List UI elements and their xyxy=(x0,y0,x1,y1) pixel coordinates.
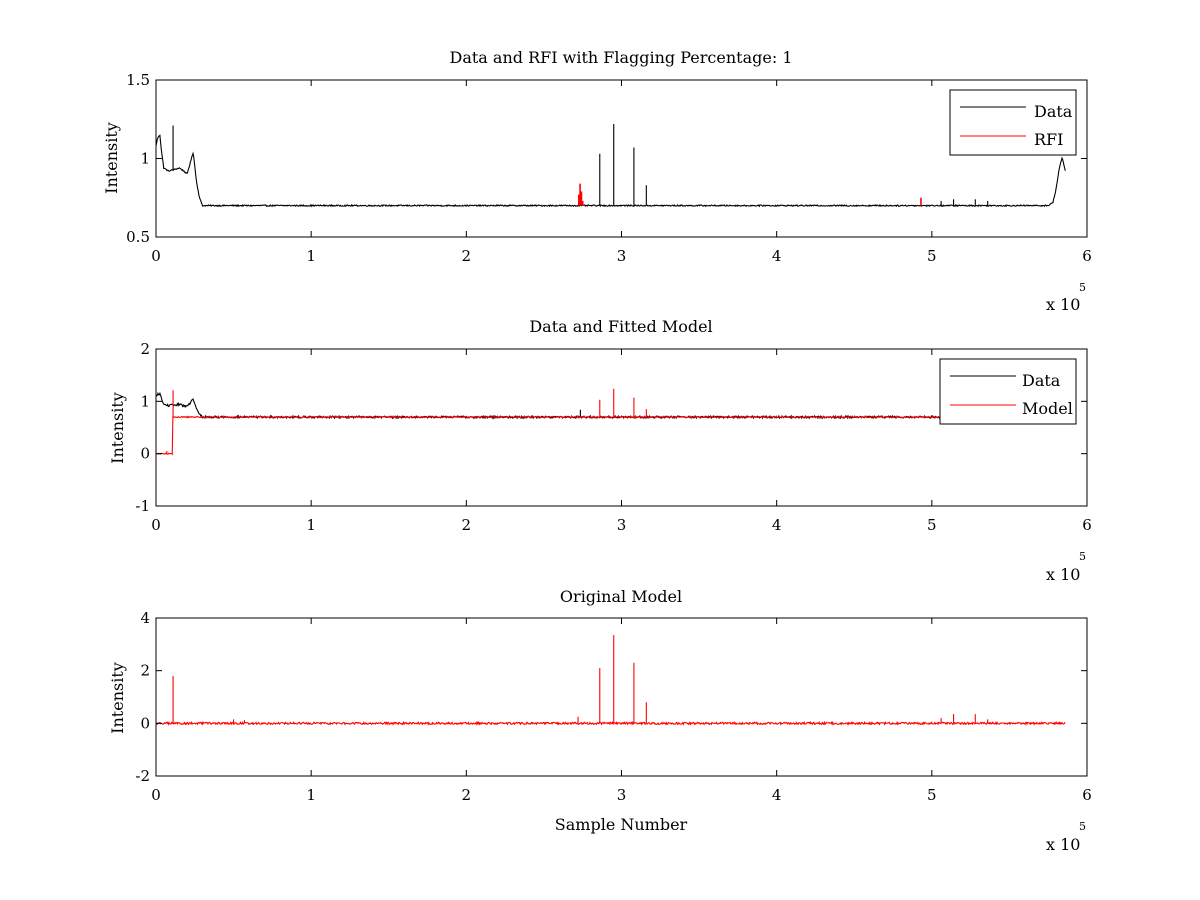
legend-rfi-label: RFI xyxy=(1034,130,1063,149)
series-group xyxy=(156,123,1066,208)
x-tick-label: 1 xyxy=(306,786,316,804)
panel-1-plot-area xyxy=(156,123,1066,208)
panel-1-x-multiplier: x 10 xyxy=(1046,295,1080,314)
panel-1-legend: Data RFI xyxy=(949,89,1077,156)
panel-3-x-exponent: 5 xyxy=(1079,820,1086,833)
x-tick-label: 0 xyxy=(151,516,161,534)
legend-model-label: Model xyxy=(1022,399,1073,418)
x-tick-label: 1 xyxy=(306,516,316,534)
panel-2-x-multiplier: x 10 xyxy=(1046,565,1080,584)
y-tick-label: 0.5 xyxy=(126,228,150,246)
series-series-line xyxy=(156,720,1066,726)
y-tick-label: 2 xyxy=(140,340,150,358)
x-tick-label: 2 xyxy=(462,516,472,534)
panel-2-legend: Data Model xyxy=(939,358,1077,425)
panel-1-ticks: 0 1 2 3 4 5 6 0.5 1 1.5 xyxy=(126,71,1092,265)
x-tick-label: 4 xyxy=(772,516,782,534)
legend-data-label: Data xyxy=(1034,102,1073,121)
y-tick-label: 1 xyxy=(140,392,150,410)
panel-2-plot-area xyxy=(156,388,1066,456)
panel-1-x-exponent: 5 xyxy=(1079,281,1086,294)
legend-box xyxy=(949,89,1077,156)
x-tick-label: 6 xyxy=(1082,786,1092,804)
y-tick-label: 0 xyxy=(140,445,150,463)
x-tick-label: 1 xyxy=(306,247,316,265)
panel-3-x-multiplier: x 10 xyxy=(1046,835,1080,854)
panel-1-title: Data and RFI with Flagging Percentage: 1 xyxy=(449,48,792,67)
x-tick-label: 0 xyxy=(151,786,161,804)
legend-data-label: Data xyxy=(1022,371,1061,390)
panel-data-fitted-model: Data and Fitted Model Intensity 0 1 2 3 4 5 6 -… xyxy=(108,317,1092,584)
panel-3-plot-area xyxy=(156,635,1066,726)
y-tick-label: -1 xyxy=(135,497,150,515)
panel-3-ylabel: Intensity xyxy=(108,662,127,734)
model-series-line xyxy=(156,415,1066,456)
x-tick-label: 4 xyxy=(772,247,782,265)
x-tick-label: 3 xyxy=(617,786,627,804)
x-tick-label: 3 xyxy=(617,516,627,534)
x-tick-label: 6 xyxy=(1082,247,1092,265)
series-group xyxy=(156,388,1066,456)
panel-data-rfi: Data and RFI with Flagging Percentage: 1… xyxy=(102,48,1092,314)
panel-3-xlabel: Sample Number xyxy=(555,815,688,834)
panel-3-title: Original Model xyxy=(560,587,682,606)
x-tick-label: 3 xyxy=(617,247,627,265)
legend-box xyxy=(939,358,1077,425)
panel-2-ylabel: Intensity xyxy=(108,392,127,464)
y-tick-label: 4 xyxy=(140,609,150,627)
y-tick-label: 1 xyxy=(140,150,150,168)
y-tick-label: 0 xyxy=(140,714,150,732)
x-tick-label: 2 xyxy=(462,786,472,804)
x-tick-label: 5 xyxy=(927,247,937,265)
panel-2-x-exponent: 5 xyxy=(1079,550,1086,563)
y-tick-label: -2 xyxy=(135,767,150,785)
y-tick-label: 2 xyxy=(140,662,150,680)
data-series-line xyxy=(156,134,1066,208)
panel-1-ylabel: Intensity xyxy=(102,122,121,194)
series-group xyxy=(156,635,1066,726)
panel-2-title: Data and Fitted Model xyxy=(529,317,712,336)
x-tick-label: 4 xyxy=(772,786,782,804)
y-tick-label: 1.5 xyxy=(126,71,150,89)
x-tick-label: 0 xyxy=(151,247,161,265)
x-tick-label: 5 xyxy=(927,516,937,534)
x-tick-label: 5 xyxy=(927,786,937,804)
x-tick-label: 6 xyxy=(1082,516,1092,534)
x-tick-label: 2 xyxy=(462,247,472,265)
